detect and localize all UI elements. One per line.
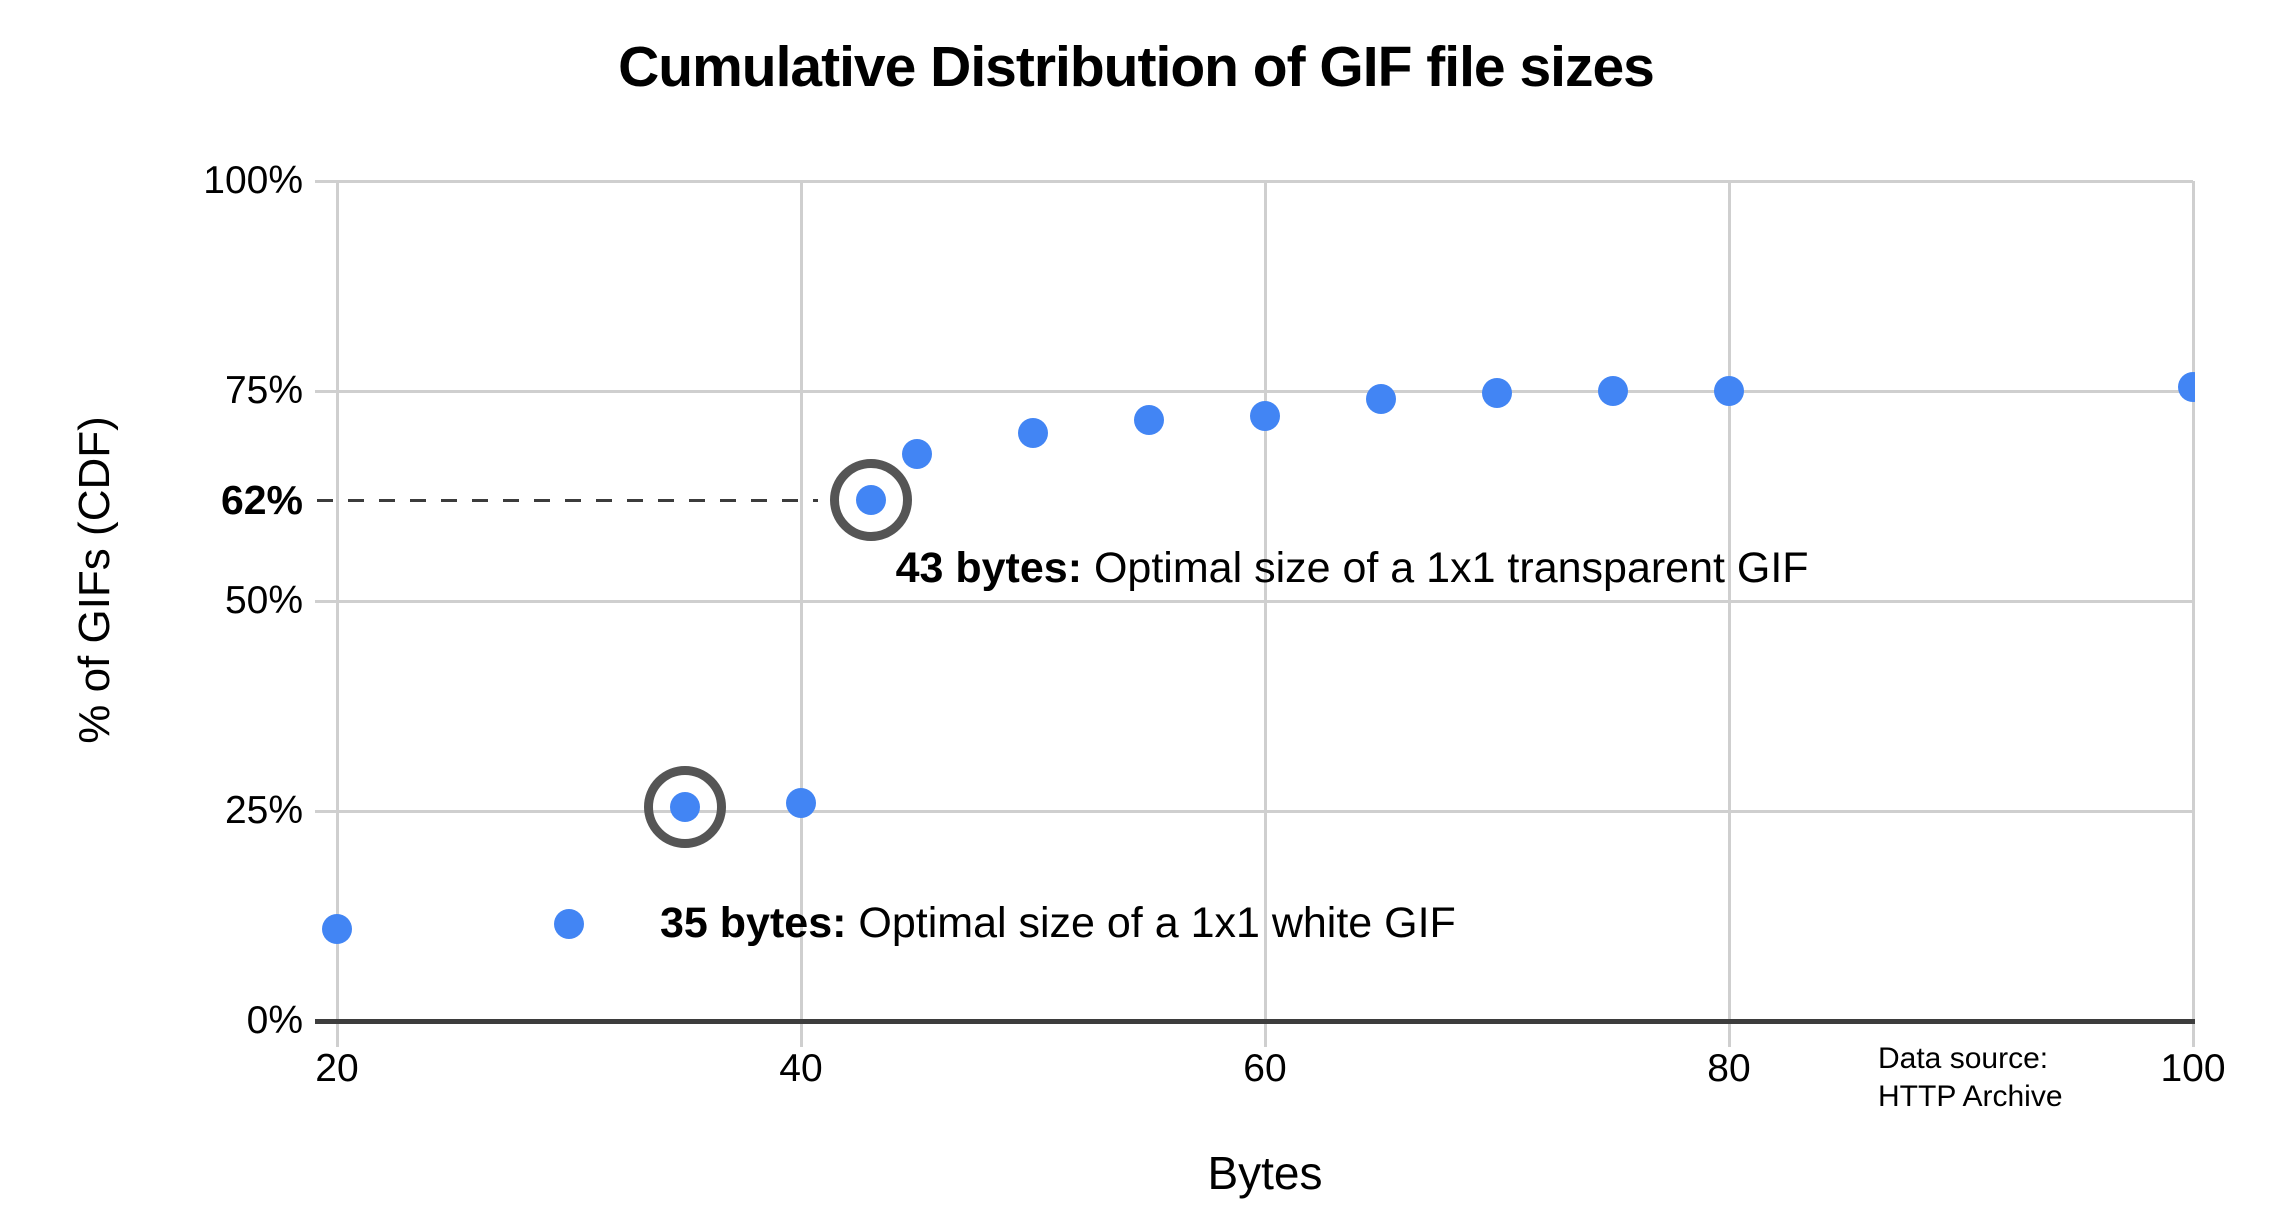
y-tick-label-100: 100% [203, 159, 303, 202]
y-tick-75 [315, 389, 337, 393]
annotation-43-bytes: 43 bytes: Optimal size of a 1x1 transpar… [896, 544, 1809, 593]
y-tick-100 [315, 179, 337, 183]
data-point-65-bytes [1366, 384, 1396, 415]
x-axis-line [315, 1018, 2195, 1024]
data-source-note: Data source: HTTP Archive [1878, 1040, 2063, 1116]
data-point-70-bytes [1482, 377, 1512, 408]
data-point-50-bytes [1018, 418, 1048, 448]
x-gridline-20 [335, 181, 339, 1047]
annotation-35-bytes-bold-label: 35 bytes: [660, 898, 847, 947]
callout-ring-35-bytes [644, 765, 726, 848]
data-source-line-2: HTTP Archive [1878, 1080, 2063, 1113]
y-tick-50 [315, 599, 337, 603]
x-gridline-100 [2191, 181, 2195, 1047]
annotation-43-bytes-bold-label: 43 bytes: [895, 544, 1083, 593]
x-gridline-80 [1727, 181, 1731, 1047]
data-point-55-bytes [1134, 405, 1164, 436]
data-point-75-bytes [1598, 376, 1628, 406]
data-point-80-bytes [1714, 376, 1744, 406]
data-point-20-bytes [322, 913, 352, 944]
y-tick-label-62: 62% [220, 477, 303, 524]
y-tick-label-75: 75% [224, 369, 303, 412]
x-tick-label-60: 60 [1243, 1047, 1287, 1090]
x-gridline-60 [1263, 181, 1267, 1047]
x-gridline-40 [799, 181, 803, 1047]
data-point-100-bytes [2178, 371, 2195, 402]
annotation-35-bytes-text: Optimal size of a 1x1 white GIF [846, 898, 1456, 947]
annotation-35-bytes: 35 bytes: Optimal size of a 1x1 white GI… [660, 899, 1456, 948]
y-tick-label-25: 25% [224, 789, 303, 832]
data-source-line-1: Data source: [1878, 1042, 2049, 1075]
data-point-30-bytes [554, 909, 584, 940]
data-points-layer [305, 169, 2195, 1027]
y-tick-label-50: 50% [224, 579, 303, 622]
callout-ring-43-bytes [829, 459, 912, 542]
y-tick-label-0: 0% [246, 999, 303, 1042]
data-point-60-bytes [1250, 401, 1280, 432]
chart-title: Cumulative Distribution of GIF file size… [618, 35, 1655, 99]
dashed-callout-line-43-bytes [317, 498, 818, 502]
x-axis-title: Bytes [1207, 1147, 1323, 1199]
data-point-45-bytes [902, 439, 932, 469]
x-tick-label-80: 80 [1707, 1047, 1751, 1090]
y-tick-25 [315, 809, 337, 813]
data-point-40-bytes [786, 787, 816, 818]
annotation-43-bytes-text: Optimal size of a 1x1 transparent GIF [1082, 544, 1809, 593]
x-tick-label-20: 20 [315, 1047, 359, 1090]
x-tick-label-40: 40 [779, 1047, 823, 1090]
x-tick-label-100: 100 [2160, 1047, 2226, 1090]
